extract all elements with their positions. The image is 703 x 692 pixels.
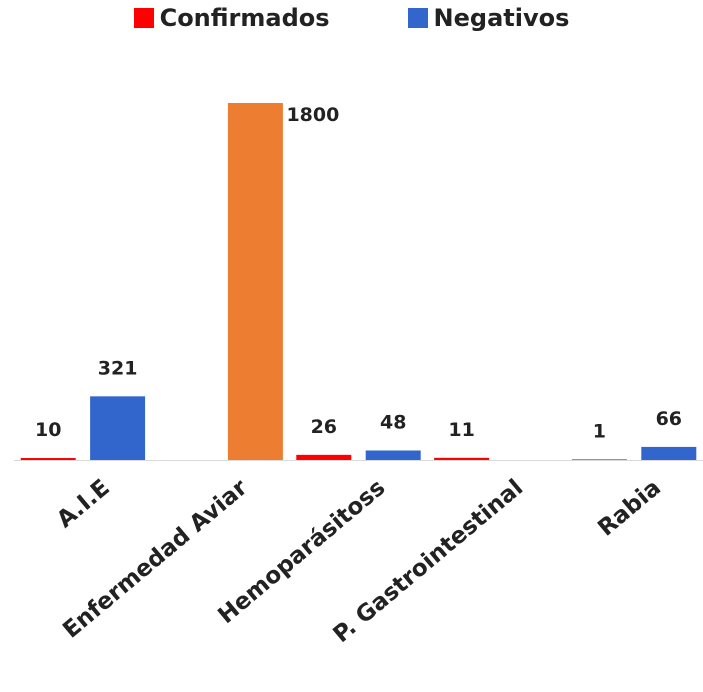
legend-item-confirmados: Confirmados [133, 4, 330, 32]
legend-label-confirmados: Confirmados [159, 4, 330, 32]
data-label-negativos-rabia: 66 [656, 408, 682, 430]
bar-negativos-a-i-e [90, 396, 146, 460]
data-label-negativos-hemoparasitoss: 48 [380, 411, 406, 433]
bar-negativos-hemoparasitoss [365, 450, 421, 460]
bar-confirmados-rabia [571, 459, 627, 460]
bar-confirmados-a-i-e [20, 458, 76, 460]
legend-label-negativos: Negativos [433, 4, 570, 32]
legend: Confirmados Negativos [0, 4, 703, 32]
legend-swatch-confirmados [133, 8, 154, 28]
x-tick-label-rabia: Rabia [593, 475, 666, 542]
data-label-confirmados-p-gastrointestinal: 11 [448, 419, 474, 441]
data-label-negativos-a-i-e: 321 [98, 357, 138, 379]
x-tick-label-a-i-e: A.I.E [52, 475, 115, 533]
legend-swatch-negativos [407, 8, 428, 28]
bar-confirmados-hemoparasitoss [296, 454, 352, 460]
bar-confirmados-p-gastrointestinal [434, 457, 490, 460]
data-label-confirmados-hemoparasitoss: 26 [311, 416, 337, 438]
legend-item-negativos: Negativos [407, 4, 570, 32]
bar-negativos-rabia [641, 446, 697, 460]
data-label-confirmados-a-i-e: 10 [35, 419, 61, 441]
data-label-negativos-enfermedad-aviar: 1800 [286, 104, 339, 126]
data-label-confirmados-rabia: 1 [593, 420, 606, 442]
bar-negativos-enfermedad-aviar [227, 103, 283, 460]
